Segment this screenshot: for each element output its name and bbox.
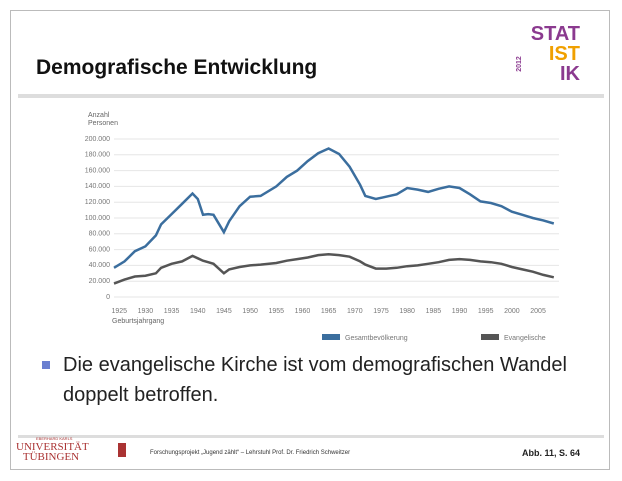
y-tick-label: 40.000 <box>89 262 111 269</box>
x-tick-label: 1940 <box>190 308 206 315</box>
legend-label: Gesamtbevölkerung <box>345 335 408 342</box>
slide-title: Demografische Entwicklung <box>36 56 318 79</box>
line-series <box>113 147 555 269</box>
x-tick-label: 1995 <box>478 308 494 315</box>
logo: STAT IST IK 2012 <box>508 24 580 88</box>
x-tick-label: 1945 <box>216 308 232 315</box>
y-tick-label: 60.000 <box>89 246 111 253</box>
title-rule <box>18 94 604 98</box>
legend-label: Evangelische <box>504 335 546 342</box>
y-tick-label: 140.000 <box>85 183 110 190</box>
x-tick-label: 1935 <box>164 308 180 315</box>
y-tick-label: 160.000 <box>85 167 110 174</box>
x-tick-label: 1990 <box>452 308 468 315</box>
x-tick-label: 1930 <box>138 308 154 315</box>
x-axis-label: Geburtsjahrgang <box>112 318 165 325</box>
logo-text: IST <box>548 43 580 65</box>
university-emblem <box>118 443 126 457</box>
x-tick-label: 1985 <box>426 308 442 315</box>
university: UNIVERSITÄT TÜBINGEN <box>16 441 89 463</box>
y-tick-label: 120.000 <box>85 199 110 206</box>
x-tick-label: 1975 <box>373 308 389 315</box>
logo-text: IK <box>560 63 580 85</box>
bullet-marker <box>42 361 50 369</box>
x-tick-label: 1950 <box>242 308 258 315</box>
x-tick-label: 1955 <box>269 308 285 315</box>
legend-swatch <box>322 334 340 340</box>
footer-project: Forschungsprojekt „Jugend zählt“ – Lehrs… <box>150 450 351 456</box>
y-tick-label: 180.000 <box>85 152 110 159</box>
footer-source: Abb. 11, S. 64 <box>522 448 581 458</box>
logo-text: STAT <box>530 23 580 45</box>
x-tick-label: 1980 <box>399 308 415 315</box>
x-tick-label: 1925 <box>111 308 127 315</box>
y-tick-label: 20.000 <box>89 278 111 285</box>
y-axis-label: Anzahl Personen <box>88 112 118 127</box>
legend-swatch <box>481 334 499 340</box>
line-series <box>113 253 555 285</box>
x-tick-label: 1970 <box>347 308 363 315</box>
y-tick-label: 200.000 <box>85 136 110 143</box>
footer-rule <box>18 435 604 438</box>
x-tick-label: 2000 <box>504 308 520 315</box>
bullet-text: Die evangelische Kirche ist vom demograf… <box>63 354 567 406</box>
x-tick-label: 1965 <box>321 308 337 315</box>
y-tick-label: 100.000 <box>85 215 110 222</box>
y-tick-label: 0 <box>106 294 110 301</box>
x-tick-label: 2005 <box>530 308 546 315</box>
y-tick-label: 80.000 <box>89 231 111 238</box>
slide-frame <box>10 10 610 470</box>
x-tick-label: 1960 <box>295 308 311 315</box>
university-top: EBERHARD KARLS <box>36 436 73 441</box>
